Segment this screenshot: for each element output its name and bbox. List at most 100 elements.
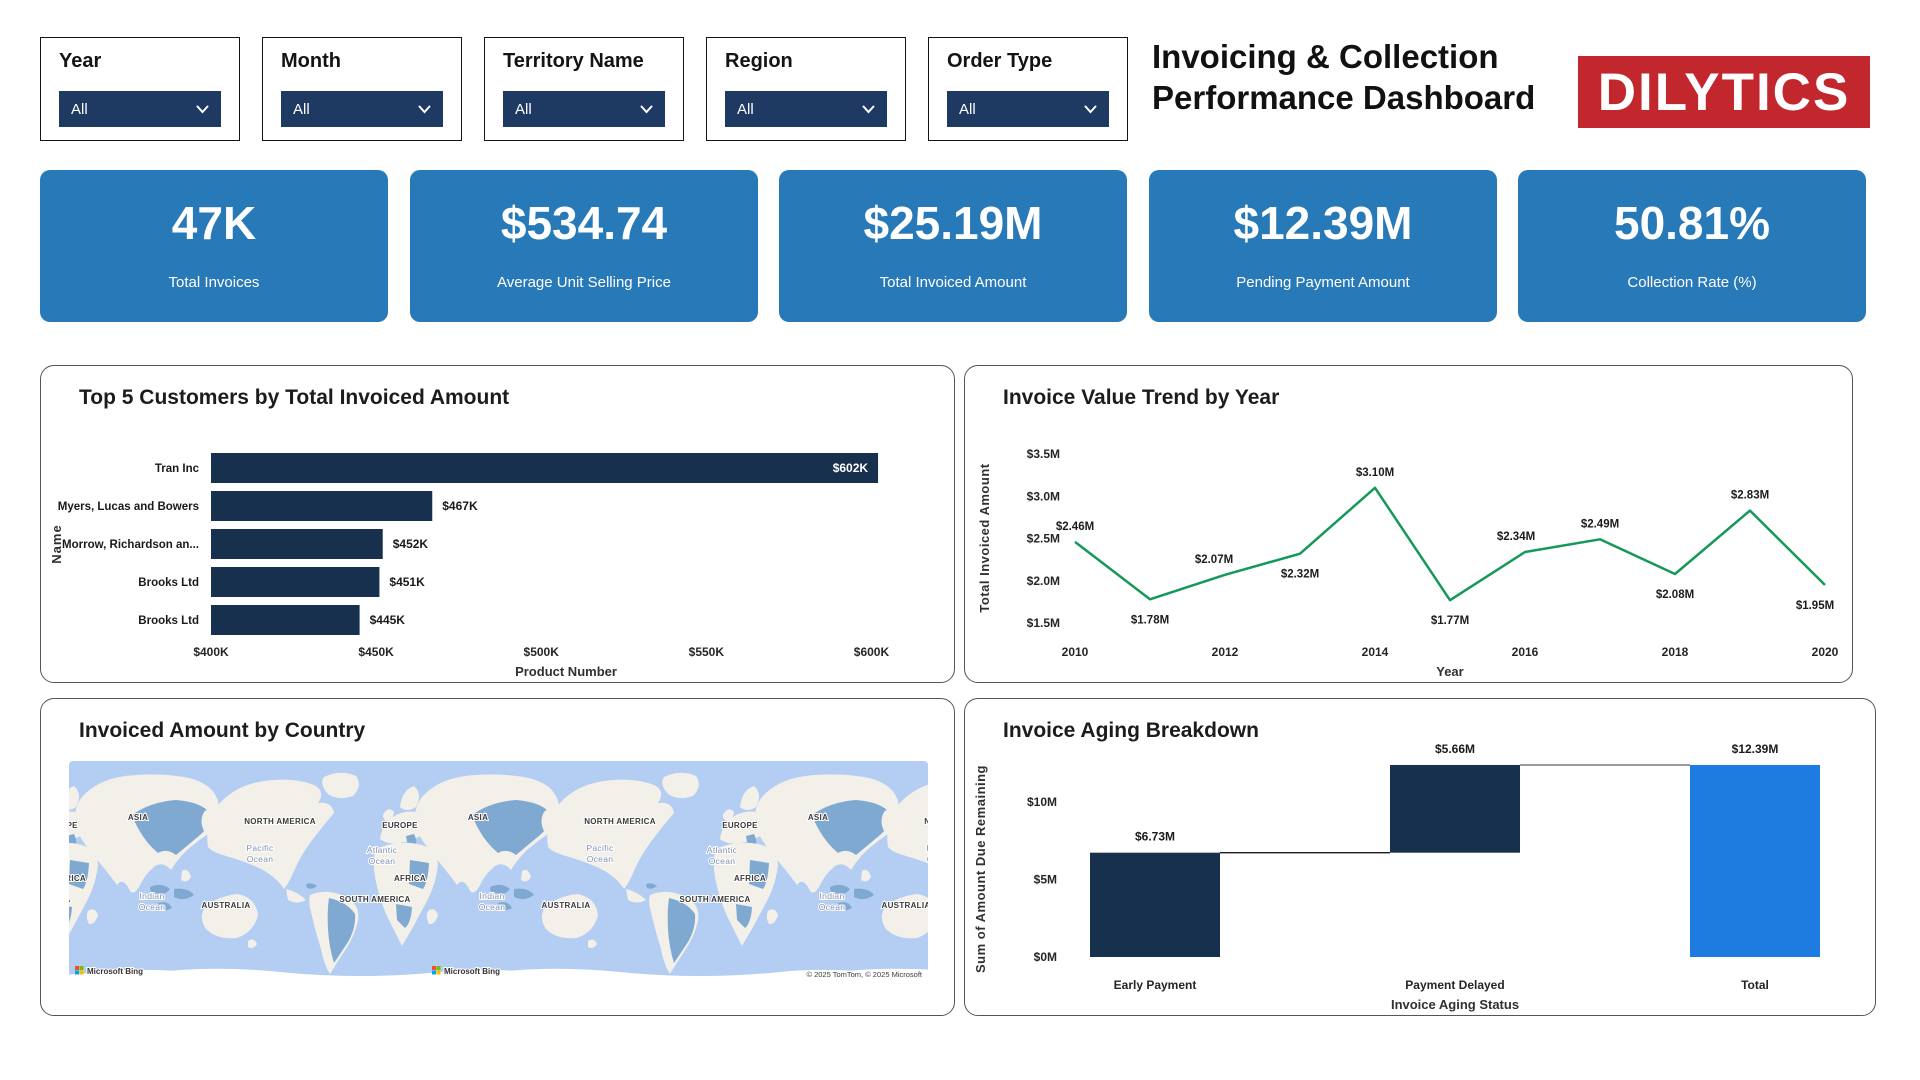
svg-text:Total: Total [1741, 978, 1769, 992]
map-ocean-label: Ocean [587, 854, 614, 864]
trend-line [1074, 486, 1826, 602]
svg-text:$445K: $445K [370, 613, 406, 627]
kpi-value: $25.19M [863, 196, 1043, 249]
filter-dropdown-region[interactable]: All [725, 91, 887, 127]
map-continent-label: NORTH AMERICA [584, 817, 656, 826]
filter-label-order-type: Order Type [947, 50, 1053, 72]
invoice-aging-waterfall-svg: Sum of Amount Due Remaining $0M $5M $10M $6.… [973, 742, 1820, 1012]
map-continent-label: SOUTH AMERICA [679, 895, 750, 904]
map-continent-label: SOUTH AMERICA [339, 895, 410, 904]
kpi-card-collection-rate: 50.81% Collection Rate (%) [1518, 170, 1866, 322]
svg-text:$600K: $600K [854, 645, 890, 659]
svg-text:Myers, Lucas and Bowers: Myers, Lucas and Bowers [58, 501, 199, 513]
chevron-down-icon [418, 105, 431, 113]
filter-dropdown-year[interactable]: All [59, 91, 221, 127]
map-ocean-label: Ocean [369, 856, 396, 866]
filter-label-region: Region [725, 50, 793, 72]
svg-text:Brooks Ltd: Brooks Ltd [138, 615, 199, 627]
svg-text:Name: Name [49, 524, 64, 563]
svg-text:2014: 2014 [1362, 645, 1389, 659]
kpi-card-total-invoices: 47K Total Invoices [40, 170, 388, 322]
invoice-trend-title: Invoice Value Trend by Year [1003, 386, 1280, 409]
world-map-svg: ASIA NORTH AMERICA EUROPE AFRICA SOUTH AMERI… [69, 761, 928, 985]
map-continent-label: EUROPE [69, 821, 78, 830]
bar-tran-inc [211, 453, 879, 483]
bar-myers-lucas-and-bowers [211, 491, 433, 521]
kpi-value: 50.81% [1613, 196, 1770, 249]
top-customers-bar-svg: Name Tran Inc $602K Myers, Lucas and Bowers… [49, 453, 890, 679]
kpi-label: Total Invoiced Amount [879, 273, 1027, 291]
dilytics-logo-text: DILYTICS [1597, 62, 1851, 122]
map-continent-label: SOUTH AMERICA [69, 895, 71, 904]
svg-text:Microsoft Bing: Microsoft Bing [444, 967, 500, 976]
bar-brooks-ltd [211, 605, 360, 635]
filter-dropdown-territory-name[interactable]: All [503, 91, 665, 127]
map-ocean-label: Ocean [247, 854, 274, 864]
invoice-trend-line-svg: Total Invoiced Amount $1.5M $2.0M $2.5M $3.0… [977, 447, 1839, 679]
bar-brooks-ltd [211, 567, 380, 597]
svg-text:$6.73M: $6.73M [1135, 830, 1175, 844]
dilytics-logo: DILYTICS [1578, 56, 1870, 128]
map-continent-label: NORTH AMERICA [924, 817, 928, 826]
page-title: Invoicing & Collection Performance Dashb… [1152, 36, 1535, 118]
svg-text:Tran Inc: Tran Inc [155, 463, 200, 475]
svg-text:Sum of Amount Due Remaining: Sum of Amount Due Remaining [973, 765, 988, 973]
filter-box-year: Year All [40, 37, 240, 141]
filter-box-order-type: Order Type All [928, 37, 1128, 141]
map-continent-label: ASIA [468, 813, 488, 822]
map-ocean-label: Pacific [926, 843, 928, 853]
filter-box-region: Region All [706, 37, 906, 141]
kpi-label: Pending Payment Amount [1236, 273, 1410, 291]
filter-dropdown-month[interactable]: All [281, 91, 443, 127]
panel-invoice-trend: Invoice Value Trend by Year Total Invoic… [964, 365, 1853, 683]
svg-text:Microsoft Bing: Microsoft Bing [87, 967, 143, 976]
filter-label-year: Year [59, 50, 102, 72]
page-title-line2: Performance Dashboard [1152, 79, 1536, 116]
svg-text:Payment Delayed: Payment Delayed [1405, 978, 1504, 992]
map-ocean-label: Ocean [479, 902, 506, 912]
svg-text:$2.0M: $2.0M [1027, 574, 1060, 588]
world-map-canvas[interactable]: ASIA NORTH AMERICA EUROPE AFRICA SOUTH AMERI… [69, 761, 928, 985]
map-ocean-label: Atlantic [367, 845, 398, 855]
map-ocean-label: Indian [140, 891, 165, 901]
svg-text:2012: 2012 [1212, 645, 1239, 659]
svg-text:$3.0M: $3.0M [1027, 489, 1060, 503]
svg-text:2010: 2010 [1062, 645, 1089, 659]
filter-box-month: Month All [262, 37, 462, 141]
svg-text:$2.49M: $2.49M [1581, 518, 1619, 530]
map-ocean-label: Ocean [819, 902, 846, 912]
map-continent-label: ASIA [808, 813, 828, 822]
svg-text:Invoice Aging Status: Invoice Aging Status [1391, 997, 1519, 1012]
panel-invoice-aging: Invoice Aging Breakdown Sum of Amount Du… [964, 698, 1876, 1016]
chevron-down-icon [640, 105, 653, 113]
svg-text:$2.83M: $2.83M [1731, 490, 1769, 502]
panel-top-customers: Top 5 Customers by Total Invoiced Amount… [40, 365, 955, 683]
svg-text:Morrow, Richardson an...: Morrow, Richardson an... [62, 539, 199, 551]
panel-invoiced-by-country: Invoiced Amount by Country ASIA NORTH AME… [40, 698, 955, 1016]
microsoft-bing-attribution: Microsoft Bing [75, 966, 144, 977]
svg-text:$452K: $452K [393, 537, 429, 551]
map-ocean-label: Indian [480, 891, 505, 901]
filter-dropdown-order-type[interactable]: All [947, 91, 1109, 127]
map-ocean-label: Ocean [139, 902, 166, 912]
svg-text:$602K: $602K [833, 461, 869, 475]
svg-text:$2.32M: $2.32M [1281, 569, 1319, 581]
waterfall-bar-early-payment [1090, 852, 1220, 957]
svg-text:Product Number: Product Number [515, 664, 617, 679]
map-ocean-label: Ocean [709, 856, 736, 866]
dropdown-selected-value: All [71, 100, 88, 118]
svg-text:$500K: $500K [524, 645, 560, 659]
svg-text:$12.39M: $12.39M [1732, 742, 1779, 756]
map-continent-label: AUSTRALIA [882, 901, 928, 910]
svg-text:$3.5M: $3.5M [1027, 447, 1060, 461]
kpi-value: 47K [171, 196, 257, 249]
svg-text:$467K: $467K [442, 499, 478, 513]
kpi-card-average-unit-selling-price: $534.74 Average Unit Selling Price [410, 170, 758, 322]
kpi-value: $534.74 [500, 196, 668, 249]
invoice-aging-title: Invoice Aging Breakdown [1003, 719, 1259, 742]
svg-text:2020: 2020 [1812, 645, 1839, 659]
svg-text:$400K: $400K [193, 645, 229, 659]
map-continent-label: AFRICA [734, 874, 766, 883]
map-ocean-label: Ocean [927, 854, 928, 864]
waterfall-bar-total [1690, 764, 1820, 957]
